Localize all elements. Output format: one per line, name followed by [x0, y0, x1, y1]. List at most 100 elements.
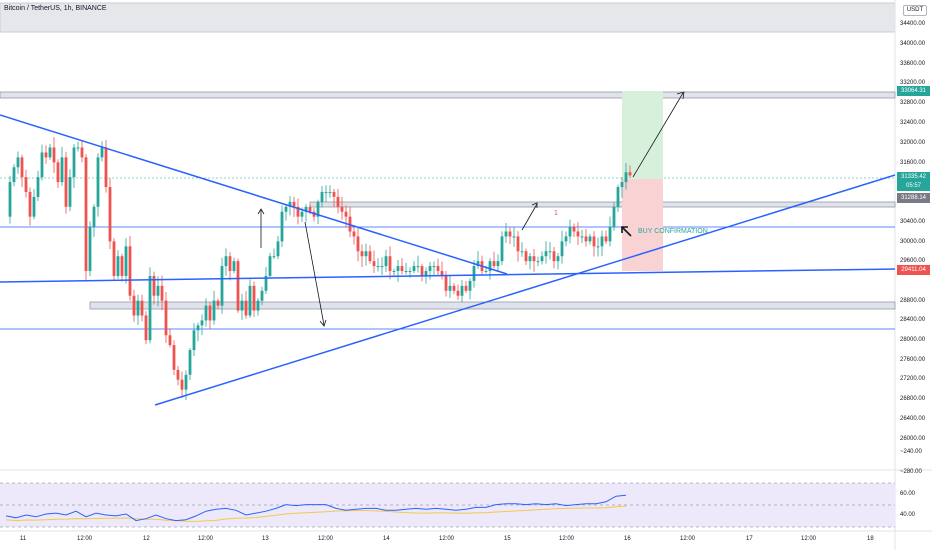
rsi-axis-label: ~280.00: [900, 469, 922, 475]
candle-body: [384, 256, 388, 267]
candle-body: [460, 285, 464, 296]
time-axis-label: 14: [383, 536, 390, 542]
candle-body: [108, 187, 112, 242]
entry-price-tag: 31288.14: [897, 193, 930, 203]
candle-body: [496, 261, 500, 267]
candle-body: [28, 191, 32, 217]
candle-body: [548, 251, 552, 253]
candle-body: [208, 305, 212, 321]
candle-body: [552, 251, 556, 262]
candle-body: [52, 147, 56, 163]
candle-body: [296, 206, 300, 217]
rsi-line: [5, 494, 627, 522]
candle-body: [80, 147, 84, 158]
candle-body: [300, 211, 304, 217]
candlestick-series: [8, 137, 632, 401]
candle-body: [216, 300, 220, 306]
target-price-tag: 33064.31: [897, 86, 930, 96]
target-arrow-icon: [632, 91, 685, 178]
candle-body: [112, 241, 116, 276]
time-axis-label: 11: [20, 536, 27, 542]
descending-trendline[interactable]: [0, 114, 508, 275]
arrow-down-icon: [304, 221, 327, 327]
candle-body: [8, 182, 12, 217]
arrow-up-right-icon: [521, 202, 538, 231]
candle-body: [368, 251, 372, 262]
candle-body: [228, 256, 232, 272]
candle-body: [428, 266, 432, 272]
candle-body: [468, 280, 472, 291]
candle-body: [536, 261, 540, 263]
candle-body: [180, 379, 184, 390]
support-zone: [89, 301, 896, 310]
candle-body: [388, 256, 392, 272]
ascending-trendline[interactable]: [154, 174, 896, 406]
candle-body: [420, 266, 424, 276]
candle-body: [156, 285, 160, 296]
time-axis-label: 12:00: [77, 536, 93, 542]
candle-body: [544, 251, 548, 257]
candle-body: [616, 187, 620, 207]
candle-body: [124, 246, 128, 276]
candle-body: [160, 285, 164, 301]
price-axis-label: 32400.00: [900, 120, 926, 126]
candle-body: [40, 152, 44, 178]
horizontal-trendline[interactable]: [0, 268, 896, 283]
candle-body: [328, 191, 332, 193]
candle-body: [396, 266, 400, 272]
candle-body: [400, 266, 404, 272]
candle-body: [524, 251, 528, 262]
candle-body: [528, 256, 532, 262]
price-axis-label: 33200.00: [900, 80, 926, 86]
candle-body: [376, 266, 380, 268]
time-axis-label: 17: [746, 536, 753, 542]
rsi-axis-label: ~240.00: [900, 449, 922, 455]
price-axis-label: 32800.00: [900, 100, 926, 106]
symbol-title[interactable]: Bitcoin / TetherUS, 1h, BINANCE: [4, 5, 107, 12]
marker-one-label[interactable]: 1: [554, 210, 558, 217]
candle-body: [628, 172, 632, 176]
candle-body: [44, 152, 48, 158]
candle-body: [120, 256, 124, 276]
candle-body: [36, 177, 40, 197]
candle-body: [252, 285, 256, 311]
candle-body: [568, 226, 572, 237]
candle-body: [56, 162, 60, 183]
last-price-tag: 31335.42: [897, 172, 930, 182]
candle-body: [196, 325, 200, 331]
candle-body: [96, 157, 100, 207]
candle-body: [168, 335, 172, 346]
candle-body: [280, 211, 284, 242]
candle-body: [576, 231, 580, 237]
time-axis-label: 12:00: [318, 536, 334, 542]
profit-zone: [622, 91, 663, 179]
candle-body: [164, 300, 168, 336]
candle-body: [192, 330, 196, 351]
buy-confirmation-label[interactable]: BUY CONFIRMATION: [638, 228, 708, 235]
candle-body: [184, 374, 188, 390]
candle-body: [360, 251, 364, 257]
candle-body: [340, 206, 344, 212]
candle-body: [580, 236, 584, 238]
candle-body: [392, 271, 396, 273]
candle-body: [292, 201, 296, 207]
time-axis-label: 16: [624, 536, 631, 542]
candle-body: [60, 157, 64, 183]
rsi-axis-label: 40.00: [900, 512, 916, 518]
candle-body: [20, 157, 24, 178]
candle-body: [332, 191, 336, 197]
candle-body: [600, 236, 604, 247]
price-axis-label: 27200.00: [900, 376, 926, 382]
candle-body: [316, 201, 320, 217]
candle-body: [520, 251, 524, 253]
candle-body: [272, 256, 276, 258]
candle-body: [336, 196, 340, 207]
price-axis-label: 34400.00: [900, 21, 926, 27]
currency-badge[interactable]: USDT: [903, 5, 927, 16]
candle-body: [512, 236, 516, 238]
candle-body: [132, 295, 136, 316]
loss-zone: [622, 179, 663, 271]
candle-body: [412, 266, 416, 272]
candle-body: [444, 275, 448, 291]
